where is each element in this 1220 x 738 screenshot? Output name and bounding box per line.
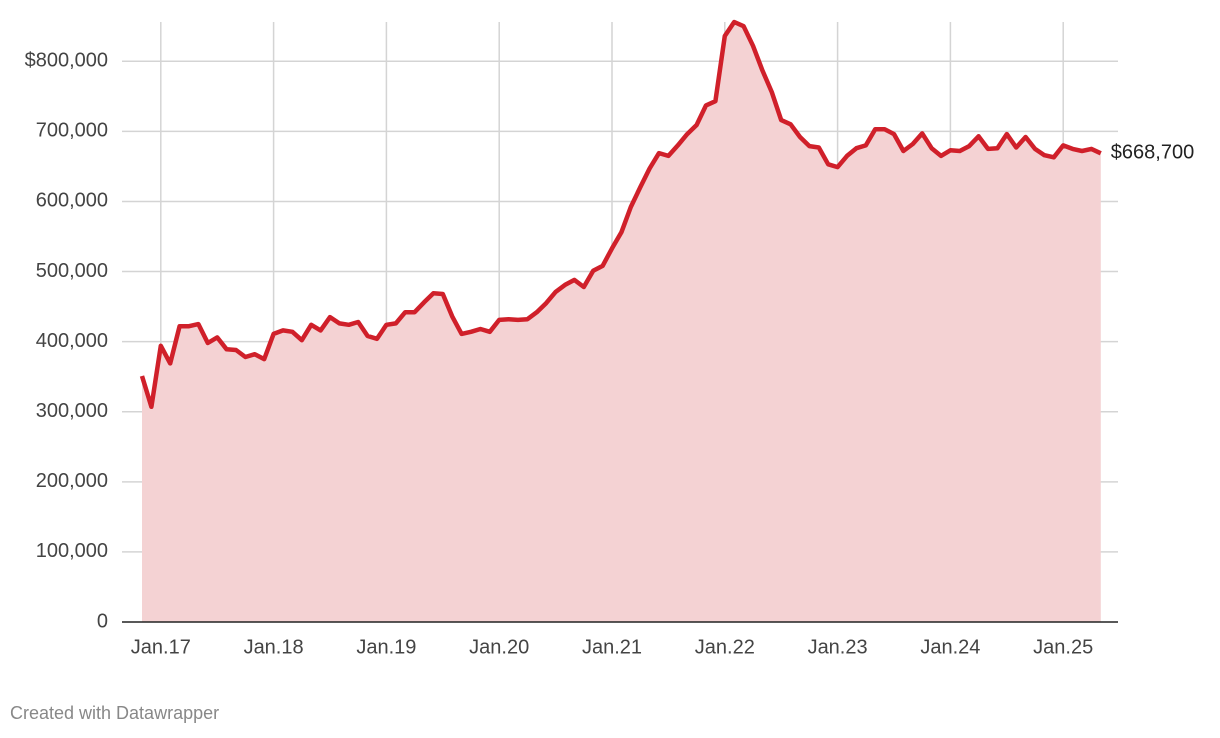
x-tick-label: Jan.19 — [356, 636, 416, 658]
x-tick-label: Jan.23 — [808, 636, 868, 658]
y-tick-label: 500,000 — [36, 260, 108, 282]
y-tick-label: 600,000 — [36, 190, 108, 212]
line — [139, 19, 1102, 410]
y-tick-label: 700,000 — [36, 120, 108, 142]
y-tick-label: $800,000 — [25, 50, 108, 72]
y-tick-label: 300,000 — [36, 400, 108, 422]
y-tick-label: 400,000 — [36, 330, 108, 352]
x-tick-label: Jan.17 — [131, 636, 191, 658]
y-tick-label: 200,000 — [36, 470, 108, 492]
area — [142, 22, 1101, 622]
x-tick-label: Jan.21 — [582, 636, 642, 658]
x-tick-label: Jan.24 — [920, 636, 980, 658]
source: Created with Datawrapper — [10, 703, 219, 723]
x-tick-label: Jan.22 — [695, 636, 755, 658]
x-tick-label: Jan.18 — [244, 636, 304, 658]
y-tick-label: 100,000 — [36, 540, 108, 562]
y-tick-label: 0 — [97, 610, 108, 632]
end-label: $668,700 — [1111, 142, 1194, 164]
x-tick-label: Jan.20 — [469, 636, 529, 658]
x-tick-label: Jan.25 — [1033, 636, 1093, 658]
